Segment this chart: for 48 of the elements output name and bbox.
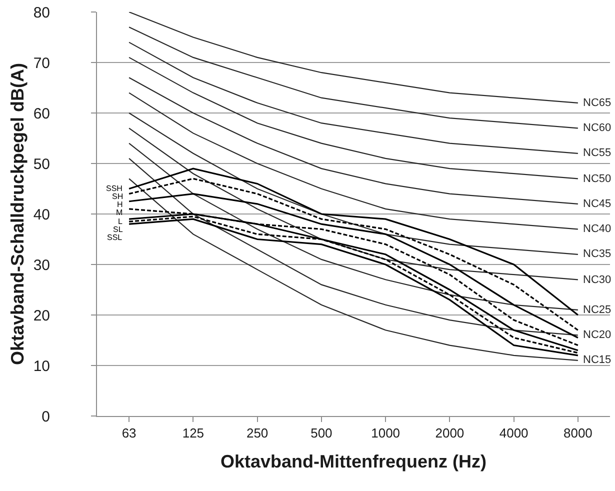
series-label: NC45 (583, 198, 612, 210)
y-tick-label: 50 (33, 156, 50, 173)
x-tick-label: 63 (122, 426, 136, 441)
x-tick-label: 8000 (563, 426, 592, 441)
series-label: NC65 (583, 97, 612, 109)
series-label: NC15 (583, 354, 612, 366)
series-label: SH (112, 192, 124, 201)
series-label: NC55 (583, 147, 612, 159)
line-series (128, 56, 578, 180)
series-label: NC50 (583, 173, 612, 185)
y-tick-label: 10 (33, 358, 50, 375)
x-tick-label: 1000 (371, 426, 400, 441)
series-label: NC30 (583, 274, 612, 286)
line-series (128, 26, 578, 129)
y-tick-label: 0 (42, 408, 50, 426)
x-tick-label: 125 (182, 426, 204, 441)
line-series (128, 92, 578, 230)
x-tick-label: 2000 (435, 426, 464, 441)
series-label: H (117, 200, 123, 209)
series-label: SL (113, 225, 124, 234)
series-label: NC20 (583, 329, 612, 341)
line-series (128, 128, 578, 280)
line-series (128, 142, 578, 310)
x-axis-title: Oktavband-Mittenfrequenz (Hz) (220, 452, 487, 472)
line-series (128, 112, 578, 255)
line-series (128, 42, 578, 154)
y-axis-title: Oktavband-Schalldruckpegel dB(A) (8, 62, 28, 366)
y-tick-label: 60 (33, 105, 50, 122)
series-label: M (116, 208, 123, 217)
series-label: L (118, 217, 123, 226)
line-series (128, 12, 578, 104)
line-series (128, 178, 578, 361)
series-label: SSL (107, 233, 123, 242)
x-tick-label: 500 (310, 426, 332, 441)
y-tick-label: 30 (33, 256, 50, 274)
x-tick-label: 250 (246, 426, 268, 441)
line-series (128, 77, 578, 204)
series-label: NC35 (583, 248, 612, 260)
series-label: NC40 (583, 223, 612, 235)
y-tick-label: 40 (33, 206, 50, 224)
series-label: SSH (106, 184, 123, 193)
y-tick-label: 20 (33, 307, 50, 324)
series-label: NC60 (583, 122, 612, 134)
y-tick-label: 80 (33, 4, 50, 22)
y-tick-label: 70 (33, 54, 50, 72)
x-tick-label: 4000 (499, 426, 528, 441)
line-series (128, 168, 579, 316)
series-label: NC25 (583, 304, 612, 316)
